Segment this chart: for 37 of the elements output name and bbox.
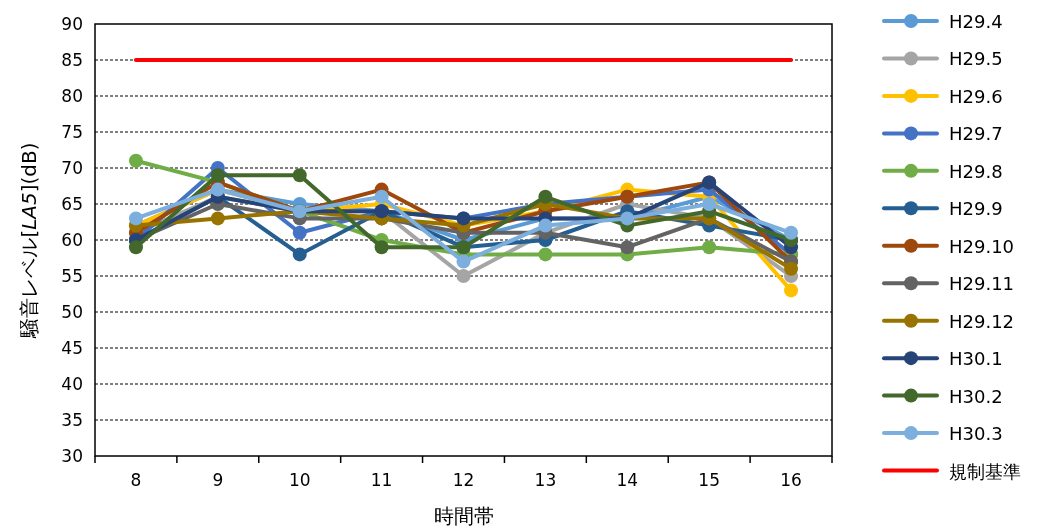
legend-label: H29.6	[949, 85, 1003, 107]
y-tick-label: 85	[61, 50, 83, 70]
x-axis-title: 時間帯	[433, 504, 494, 528]
y-tick-label: 40	[61, 374, 83, 394]
legend-label: H29.12	[949, 310, 1015, 332]
y-tick-label: 90	[61, 14, 83, 34]
x-tick-label: 14	[616, 470, 639, 490]
x-tick-label: 10	[288, 470, 311, 490]
y-axis-title: 騒音レベル[LA5](dB)	[17, 142, 41, 339]
y-tick-label: 30	[61, 446, 83, 466]
x-tick-label: 13	[534, 470, 557, 490]
x-tick-label: 9	[212, 470, 224, 490]
legend-label: H30.3	[949, 423, 1003, 445]
legend-label: H29.11	[949, 273, 1015, 295]
y-tick-label: 70	[61, 158, 83, 178]
y-tick-label: 60	[61, 230, 83, 250]
legend-label: H29.4	[949, 11, 1003, 32]
y-tick-label: 65	[61, 194, 83, 214]
y-tick-label: 75	[61, 122, 83, 142]
x-tick-label: 8	[130, 470, 142, 490]
x-tick-label: 12	[452, 470, 475, 490]
y-tick-label: 50	[61, 302, 83, 322]
y-tick-label: 55	[61, 266, 83, 286]
legend-label: H29.10	[949, 235, 1015, 257]
x-tick-label: 16	[780, 470, 802, 490]
legend-label: H29.8	[949, 160, 1003, 182]
y-tick-label: 45	[61, 338, 83, 358]
legend-label: 規制基準	[949, 460, 1021, 482]
x-tick-label: 15	[698, 470, 720, 490]
x-tick-label: 11	[370, 470, 393, 490]
y-tick-label: 80	[61, 86, 83, 106]
y-tick-label: 35	[61, 410, 83, 430]
legend-label: H29.7	[949, 123, 1003, 145]
legend-label: H30.1	[949, 348, 1003, 370]
legend-label: H29.9	[949, 198, 1003, 220]
legend-label: H30.2	[949, 385, 1003, 407]
legend-label: H29.5	[949, 48, 1003, 70]
